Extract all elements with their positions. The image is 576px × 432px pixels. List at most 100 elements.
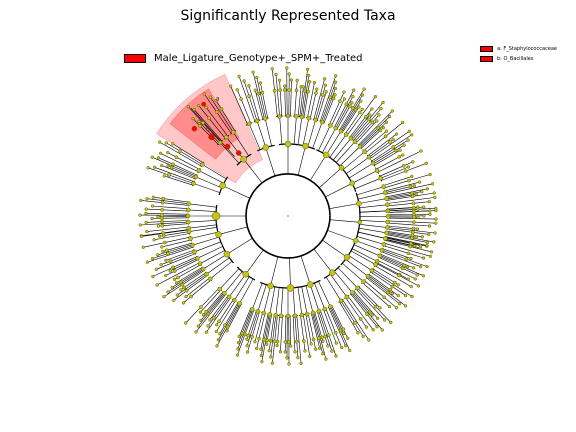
taxon-node (397, 273, 401, 278)
branch-line (331, 88, 336, 99)
taxon-node (262, 144, 270, 151)
branch-line (152, 253, 168, 259)
taxon-node (222, 290, 227, 296)
branch-line (346, 156, 370, 174)
branch-line (393, 284, 413, 297)
branch-line (384, 240, 411, 247)
branch-line (349, 116, 366, 138)
branch-line (344, 112, 361, 135)
taxon-node (192, 107, 196, 112)
branch-line (329, 134, 347, 158)
taxon-node (229, 84, 233, 88)
taxon-node (206, 324, 210, 328)
taxon-node (296, 356, 300, 360)
branch-line (358, 198, 387, 204)
taxon-node (419, 149, 423, 153)
branch-line (299, 90, 304, 117)
branch-line (331, 102, 343, 127)
branch-line (358, 227, 387, 234)
branch-line (275, 287, 280, 316)
taxon-node (219, 107, 224, 111)
taxon-node (343, 254, 351, 261)
taxon-node (385, 225, 390, 230)
branch-line (357, 287, 376, 307)
taxon-node (289, 78, 294, 82)
taxon-node (258, 81, 263, 85)
taxon-node (156, 224, 161, 228)
taxon-node (150, 216, 154, 221)
taxon-node (411, 160, 415, 164)
branch-line (221, 300, 236, 324)
taxon-node (267, 282, 274, 290)
branch-line (385, 238, 411, 246)
branch-line (243, 309, 253, 335)
branch-line (173, 290, 187, 301)
taxon-node (350, 290, 355, 295)
taxon-node (164, 258, 168, 262)
taxon-node (410, 174, 414, 179)
branch-line (141, 233, 164, 237)
taxon-node (411, 226, 416, 231)
branch-line (208, 293, 226, 314)
taxon-node (412, 266, 416, 270)
branch-line (210, 261, 233, 280)
taxon-node (351, 94, 355, 99)
taxon-node (334, 354, 338, 358)
taxon-node (416, 215, 420, 219)
branch-line (154, 237, 164, 241)
branch-line (326, 335, 333, 352)
branch-line (165, 239, 191, 247)
taxon-node (189, 294, 193, 299)
taxon-node (412, 244, 417, 248)
branch-line (177, 288, 186, 296)
taxon-node (215, 323, 219, 327)
taxon-node (160, 245, 164, 249)
taxon-node (204, 105, 208, 110)
branch-line (162, 226, 189, 231)
branch-line (386, 234, 412, 240)
taxon-node (267, 312, 273, 317)
branch-line (197, 246, 223, 259)
taxon-node (434, 221, 438, 225)
branch-line (319, 96, 329, 122)
branch-line (248, 96, 258, 121)
taxon-node (357, 144, 363, 149)
taxon-node (390, 291, 395, 296)
branch-line (317, 338, 320, 349)
branch-line (162, 221, 189, 224)
taxon-node (144, 211, 148, 216)
taxon-node (186, 104, 190, 109)
branch-line (387, 222, 414, 226)
taxon-node (246, 121, 252, 127)
branch-line (318, 125, 331, 151)
branch-line (272, 341, 275, 364)
branch-line (311, 313, 318, 339)
branch-line (280, 287, 284, 316)
taxon-node (150, 256, 155, 261)
taxon-node (427, 224, 432, 228)
branch-line (377, 160, 402, 173)
branch-line (226, 137, 244, 160)
branch-line (305, 285, 314, 313)
branch-line (358, 126, 378, 146)
branch-line (353, 120, 371, 141)
taxon-node (301, 339, 306, 343)
branch-line (411, 242, 427, 247)
branch-line (240, 308, 251, 333)
taxon-node (285, 66, 289, 70)
branch-line (294, 90, 297, 117)
taxon-node (388, 287, 393, 292)
branch-line (188, 209, 217, 212)
taxon-node (322, 306, 327, 312)
branch-line (384, 297, 397, 308)
taxon-node (410, 194, 415, 199)
branch-line (159, 141, 179, 154)
branch-line (270, 314, 275, 341)
taxon-node (144, 207, 148, 211)
branch-line (213, 296, 230, 319)
branch-line (174, 259, 199, 272)
taxon-node (410, 294, 414, 299)
taxon-node (342, 97, 347, 101)
taxon-node (197, 119, 201, 124)
taxon-node (303, 349, 307, 353)
